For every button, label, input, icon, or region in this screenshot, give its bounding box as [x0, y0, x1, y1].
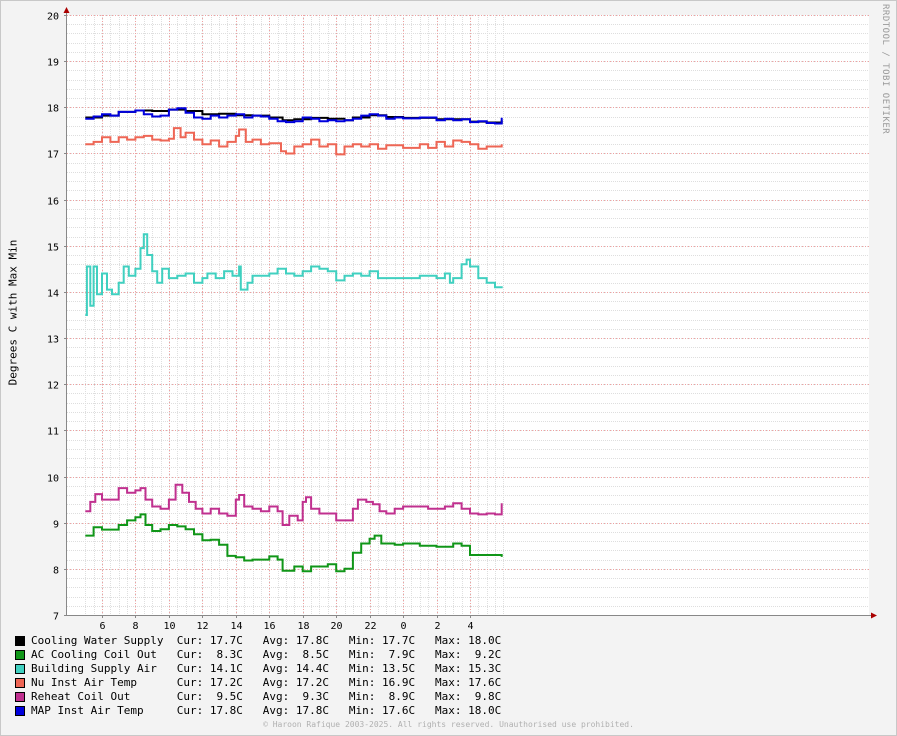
y-tick-label: 8: [53, 566, 59, 577]
legend-swatch: [15, 678, 25, 688]
y-tick-label: 12: [47, 381, 59, 392]
series-line-2: [85, 233, 503, 316]
y-tick-label: 15: [47, 243, 59, 254]
x-tick-label: 22: [364, 621, 376, 632]
legend-stats: Cur: 8.3C Avg: 8.5C Min: 7.9C Max: 9.2C: [176, 648, 502, 661]
y-tick-label: 10: [47, 474, 59, 485]
legend-swatch: [15, 692, 25, 702]
legend-item: MAP Inst Air Temp Cur: 17.8C Avg: 17.8C …: [15, 704, 501, 718]
series-line-1: [85, 513, 503, 573]
legend-series-name: Cooling Water Supply: [31, 634, 177, 647]
legend-series-name: AC Cooling Coil Out: [31, 648, 177, 661]
legend-swatch: [15, 636, 25, 646]
legend-swatch: [15, 706, 25, 716]
x-tick-label: 16: [263, 621, 275, 632]
x-tick-label: 10: [163, 621, 175, 632]
legend-swatch: [15, 664, 25, 674]
x-tick-label: 12: [196, 621, 208, 632]
legend-stats: Cur: 14.1C Avg: 14.4C Min: 13.5C Max: 15…: [176, 662, 502, 675]
y-tick-label: 13: [47, 335, 59, 346]
y-tick-label: 17: [47, 150, 59, 161]
y-tick-label: 9: [53, 520, 59, 531]
legend-stats: Cur: 17.7C Avg: 17.8C Min: 17.7C Max: 18…: [176, 634, 502, 647]
y-tick-label: 16: [47, 197, 59, 208]
legend-item: Reheat Coil Out Cur: 9.5C Avg: 9.3C Min:…: [15, 690, 501, 704]
plot-area: [67, 15, 869, 615]
y-axis-label: Degrees C with Max Min: [6, 239, 20, 386]
y-tick-label: 14: [47, 289, 59, 300]
x-tick-label: 0: [400, 621, 406, 632]
legend-swatch: [15, 650, 25, 660]
y-tick-label: 20: [47, 12, 59, 23]
legend-stats: Cur: 9.5C Avg: 9.3C Min: 8.9C Max: 9.8C: [176, 690, 502, 703]
y-tick-label: 11: [47, 427, 59, 438]
x-tick-label: 2: [434, 621, 440, 632]
legend-series-name: Reheat Coil Out: [31, 690, 177, 703]
y-tick-label: 7: [53, 612, 59, 623]
legend-item: Building Supply Air Cur: 14.1C Avg: 14.4…: [15, 662, 501, 676]
legend-stats: Cur: 17.8C Avg: 17.8C Min: 17.6C Max: 18…: [176, 704, 502, 717]
series-line-4: [85, 483, 503, 526]
legend-item: AC Cooling Coil Out Cur: 8.3C Avg: 8.5C …: [15, 648, 501, 662]
series-line-5: [85, 107, 503, 125]
legend-series-name: Nu Inst Air Temp: [31, 676, 177, 689]
y-tick-label: 18: [47, 104, 59, 115]
series-line-3: [85, 127, 503, 156]
x-tick-label: 20: [330, 621, 342, 632]
legend-series-name: MAP Inst Air Temp: [31, 704, 177, 717]
x-tick-label: 6: [99, 621, 105, 632]
y-axis-arrow: [63, 7, 70, 13]
x-axis-arrow: [871, 612, 877, 619]
x-tick-label: 4: [467, 621, 473, 632]
legend: Cooling Water Supply Cur: 17.7C Avg: 17.…: [15, 634, 501, 718]
legend-item: Cooling Water Supply Cur: 17.7C Avg: 17.…: [15, 634, 501, 648]
legend-series-name: Building Supply Air: [31, 662, 177, 675]
x-tick-label: 14: [230, 621, 242, 632]
legend-item: Nu Inst Air Temp Cur: 17.2C Avg: 17.2C M…: [15, 676, 501, 690]
vendor-watermark: RRDTOOL / TOBI OETIKER: [880, 4, 890, 135]
x-tick-label: 8: [132, 621, 138, 632]
copyright-footer: © Haroon Rafique 2003-2025. All rights r…: [263, 720, 634, 729]
legend-stats: Cur: 17.2C Avg: 17.2C Min: 16.9C Max: 17…: [176, 676, 502, 689]
y-tick-label: 19: [47, 58, 59, 69]
x-tick-label: 18: [297, 621, 309, 632]
